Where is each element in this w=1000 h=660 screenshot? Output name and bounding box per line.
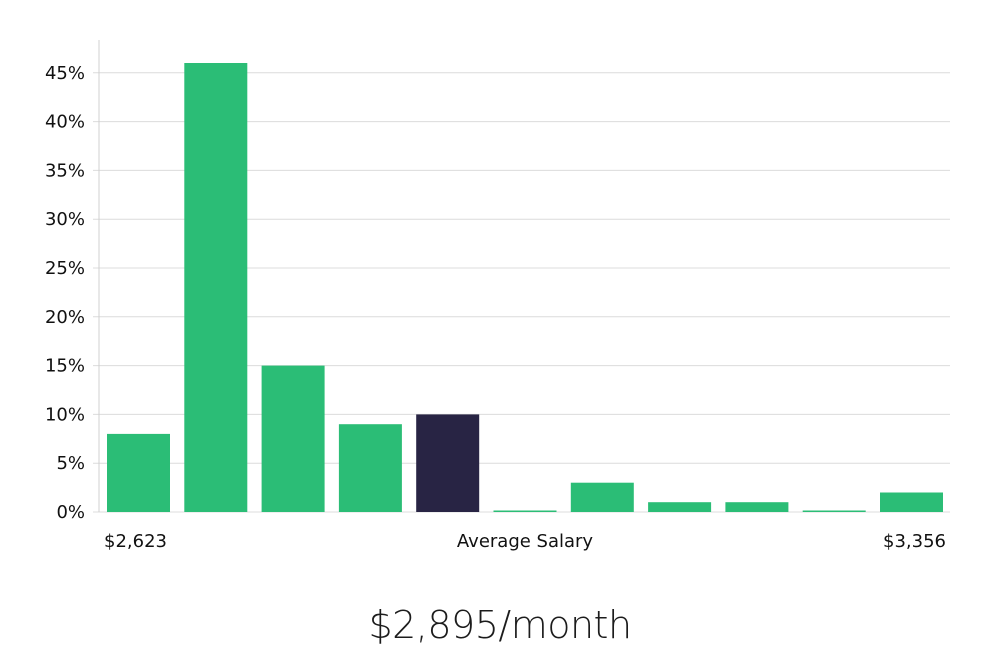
y-tick-label: 45%	[45, 63, 85, 84]
y-tick-label: 40%	[45, 112, 85, 133]
bar	[880, 492, 943, 512]
average-salary-headline: $2,895/month	[368, 603, 632, 647]
x-label-center: Average Salary	[457, 531, 594, 552]
y-tick-label: 25%	[45, 258, 85, 279]
bar-average	[416, 414, 480, 512]
bar	[648, 502, 712, 512]
y-tick-label: 5%	[56, 453, 85, 474]
bar	[261, 365, 325, 512]
y-tick-label: 30%	[45, 209, 85, 230]
y-tick-label: 10%	[45, 404, 85, 425]
x-label-min: $2,623	[104, 531, 167, 552]
x-label-max: $3,356	[883, 531, 946, 552]
salary-distribution-chart: 0% 5% 10% 15% 20% 25% 30% 35% 40% 45% $2,623 Aver…	[45, 40, 950, 552]
bar	[107, 433, 170, 512]
bar	[802, 510, 866, 512]
bar	[338, 424, 402, 512]
bars	[107, 63, 943, 512]
y-tick-label: 0%	[56, 502, 85, 523]
y-tick-label: 15%	[45, 356, 85, 377]
y-tick-label: 35%	[45, 160, 85, 181]
y-tick-labels: 0% 5% 10% 15% 20% 25% 30% 35% 40% 45%	[45, 63, 85, 523]
bar	[725, 502, 789, 512]
bar	[493, 510, 557, 512]
bar	[570, 482, 634, 512]
y-tick-label: 20%	[45, 307, 85, 328]
bar	[184, 63, 248, 512]
